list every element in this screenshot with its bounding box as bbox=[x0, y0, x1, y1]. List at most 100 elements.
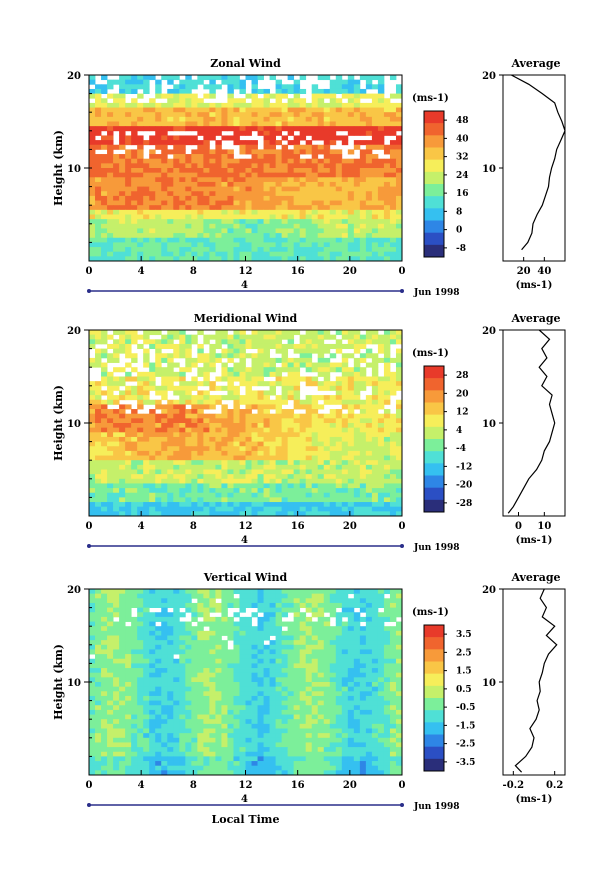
heatmap-cell bbox=[119, 455, 126, 461]
heatmap-cell bbox=[227, 112, 234, 118]
heatmap-cell bbox=[215, 432, 222, 438]
heatmap-cell bbox=[161, 441, 168, 447]
heatmap-cell bbox=[281, 116, 289, 122]
heatmap-cell bbox=[107, 492, 114, 498]
heatmap-cell bbox=[155, 418, 162, 424]
heatmap-cell bbox=[269, 195, 276, 201]
colorbar-segment bbox=[424, 390, 444, 403]
heatmap-cell bbox=[239, 455, 246, 461]
heatmap-cell bbox=[335, 154, 343, 160]
heatmap-cell bbox=[305, 330, 313, 336]
heatmap-cell bbox=[335, 686, 343, 692]
heatmap-cell bbox=[329, 668, 337, 674]
heatmap-cell bbox=[365, 450, 373, 456]
heatmap-cell bbox=[257, 502, 264, 508]
heatmap-cell bbox=[281, 423, 289, 429]
heatmap-cell bbox=[89, 181, 96, 187]
heatmap-cell bbox=[395, 357, 403, 363]
heatmap-cell bbox=[347, 242, 355, 248]
heatmap-cell bbox=[89, 598, 96, 604]
heatmap-cell bbox=[377, 469, 385, 475]
heatmap-cell bbox=[149, 612, 156, 618]
heatmap-cell bbox=[89, 441, 96, 447]
heatmap-cell bbox=[263, 686, 270, 692]
heatmap-cell bbox=[389, 663, 397, 669]
heatmap-cell bbox=[245, 464, 252, 470]
heatmap-cell bbox=[359, 677, 367, 683]
heatmap-cell bbox=[197, 432, 204, 438]
heatmap-cell bbox=[143, 172, 150, 178]
heatmap-cell bbox=[371, 686, 379, 692]
heatmap-cell bbox=[389, 593, 397, 599]
heatmap-cell bbox=[317, 209, 325, 215]
heatmap-cell bbox=[131, 256, 138, 262]
heatmap-cell bbox=[113, 492, 120, 498]
colorbar-frame bbox=[423, 365, 445, 513]
heatmap-cell bbox=[251, 649, 258, 655]
heatmap-cell bbox=[347, 413, 355, 419]
heatmap-cell bbox=[191, 177, 198, 183]
heatmap-cell bbox=[389, 589, 397, 595]
heatmap-cell bbox=[353, 371, 361, 377]
heatmap-cell bbox=[251, 168, 258, 174]
heatmap-cell bbox=[215, 446, 222, 452]
heatmap-cell bbox=[383, 367, 391, 373]
heatmap-cell bbox=[125, 612, 132, 618]
heatmap-cell bbox=[221, 219, 228, 225]
heatmap-cell bbox=[395, 635, 403, 641]
heatmap-cell bbox=[173, 140, 180, 146]
heatmap-cell bbox=[269, 691, 276, 697]
heatmap-cell bbox=[275, 172, 283, 178]
date-label: Jun 1998 bbox=[413, 543, 460, 553]
heatmap-cell bbox=[395, 121, 403, 127]
heatmap-cell bbox=[221, 464, 228, 470]
heatmap-cell bbox=[269, 390, 276, 396]
heatmap-cell bbox=[131, 460, 138, 466]
heatmap-cell bbox=[203, 497, 210, 503]
heatmap-cell bbox=[149, 158, 156, 164]
heatmap-cell bbox=[347, 682, 355, 688]
heatmap-cell bbox=[137, 256, 144, 262]
heatmap-cell bbox=[371, 130, 379, 136]
heatmap-cell bbox=[323, 121, 331, 127]
heatmap-cell bbox=[215, 353, 222, 359]
heatmap-cell bbox=[107, 237, 114, 243]
heatmap-cell bbox=[119, 427, 126, 433]
heatmap-cell bbox=[107, 436, 114, 442]
heatmap-cell bbox=[203, 177, 210, 183]
heatmap-cell bbox=[335, 488, 343, 494]
heatmap-cell bbox=[143, 446, 150, 452]
heatmap-cell bbox=[221, 455, 228, 461]
heatmap-cell bbox=[347, 130, 355, 136]
heatmap-cell bbox=[143, 677, 150, 683]
heatmap-cell bbox=[209, 455, 216, 461]
heatmap-cell bbox=[191, 381, 198, 387]
heatmap-cell bbox=[389, 644, 397, 650]
heatmap-cell bbox=[197, 353, 204, 359]
heatmap-cell bbox=[203, 130, 210, 136]
heatmap-cell bbox=[377, 502, 385, 508]
heatmap-cell bbox=[167, 357, 174, 363]
heatmap-cell bbox=[341, 163, 349, 169]
heatmap-cell bbox=[215, 413, 222, 419]
heatmap-cell bbox=[257, 497, 264, 503]
heatmap-cell bbox=[377, 663, 385, 669]
heatmap-cell bbox=[275, 436, 283, 442]
heatmap-cell bbox=[107, 446, 114, 452]
profile-title: Average bbox=[510, 312, 560, 325]
heatmap-cell bbox=[377, 205, 385, 211]
heatmap-cell bbox=[305, 343, 313, 349]
heatmap-cell bbox=[389, 339, 397, 345]
heatmap-cell bbox=[263, 371, 270, 377]
heatmap-cell bbox=[257, 219, 264, 225]
heatmap-cell bbox=[329, 116, 337, 122]
heatmap-cell bbox=[161, 385, 168, 391]
heatmap-cell bbox=[389, 256, 397, 262]
heatmap-cell bbox=[311, 362, 319, 368]
heatmap-cell bbox=[185, 381, 192, 387]
heatmap-cell bbox=[389, 612, 397, 618]
heatmap-cell bbox=[245, 616, 252, 622]
heatmap-cell bbox=[113, 427, 120, 433]
heatmap-cell bbox=[221, 682, 228, 688]
heatmap-cell bbox=[191, 672, 198, 678]
